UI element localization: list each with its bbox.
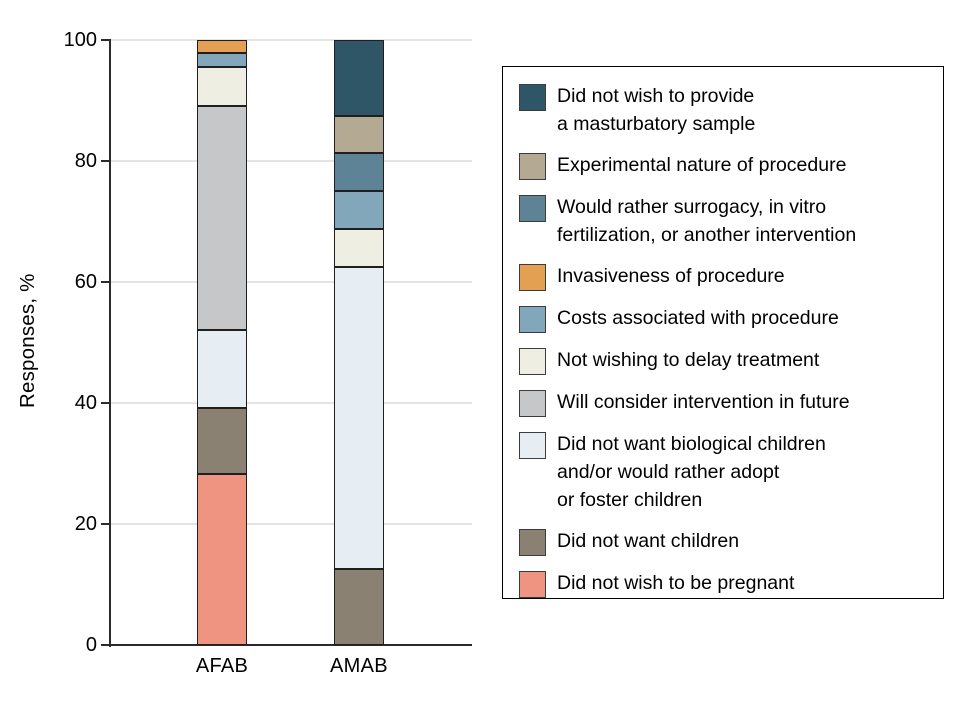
legend-swatch [519, 390, 546, 417]
legend-label-line: fertilization, or another intervention [557, 224, 857, 246]
legend-item: Not wishing to delay treatment [519, 346, 943, 375]
y-tick-label: 100 [63, 29, 97, 51]
legend-label: Did not wish to provide a masturbatory sa… [557, 82, 755, 138]
legend-label-line: Did not want biological children [557, 433, 826, 455]
legend-label: Invasiveness of procedure [557, 262, 785, 290]
legend: Did not wish to provide a masturbatory sa… [502, 66, 944, 599]
legend-label: Will consider intervention in future [557, 388, 850, 416]
y-tick [101, 644, 109, 646]
bar-segment [334, 229, 384, 267]
legend-item: Would rather surrogacy, in vitro fertiliz… [519, 193, 943, 249]
legend-swatch [519, 195, 546, 222]
legend-label-line: a masturbatory sample [557, 113, 756, 135]
legend-label-line: Experimental nature of procedure [557, 154, 847, 176]
legend-swatch [519, 153, 546, 180]
legend-label-line: and/or would rather adopt [557, 461, 780, 483]
legend-label-line: Did not want children [557, 530, 740, 552]
y-axis-line [109, 39, 111, 647]
plot-area: 0 20 40 60 80 100 AFAB AMAB [64, 29, 472, 677]
legend-item: Experimental nature of procedure [519, 151, 943, 180]
bar-segment [334, 116, 384, 153]
legend-label: Would rather surrogacy, in vitro fertiliz… [557, 193, 856, 249]
bar-segment [334, 153, 384, 191]
bar-segment [334, 40, 384, 116]
bar-amab [334, 40, 384, 645]
legend-label-line: Did not wish to provide [557, 85, 755, 107]
legend-label: Did not want biological children and/or w… [557, 430, 826, 514]
bar-afab [197, 40, 247, 645]
legend-label-line: Will consider intervention in future [557, 391, 850, 413]
legend-swatch [519, 306, 546, 333]
legend-label-line: Not wishing to delay treatment [557, 349, 820, 371]
bar-segment [334, 569, 384, 645]
gridline [111, 39, 472, 41]
bar-segment [197, 67, 247, 106]
gridline [111, 523, 472, 525]
y-tick-label: 20 [74, 513, 97, 535]
legend-swatch [519, 432, 546, 459]
legend-label-line: Costs associated with procedure [557, 307, 839, 329]
x-axis-line [109, 644, 472, 647]
y-tick [101, 281, 109, 283]
legend-item: Did not want children [519, 527, 943, 556]
bar-segment [197, 330, 247, 408]
y-tick-label: 0 [85, 634, 97, 656]
legend-item: Invasiveness of procedure [519, 262, 943, 291]
legend-label-line: Would rather surrogacy, in vitro [557, 196, 827, 218]
legend-swatch [519, 264, 546, 291]
legend-swatch [519, 348, 546, 375]
legend-swatch [519, 571, 546, 598]
legend-label: Did not want children [557, 527, 739, 555]
gridline [111, 160, 472, 162]
legend-label-line: or foster children [557, 489, 703, 511]
legend-swatch [519, 529, 546, 556]
legend-label: Costs associated with procedure [557, 304, 839, 332]
legend-swatch [519, 84, 546, 111]
bar-segment [197, 106, 247, 330]
gridline [111, 281, 472, 283]
y-tick [101, 160, 109, 162]
x-tick-label: AMAB [330, 655, 388, 677]
legend-label: Not wishing to delay treatment [557, 346, 819, 374]
legend-item: Did not want biological children and/or w… [519, 430, 943, 514]
x-tick-label: AFAB [195, 655, 249, 677]
bar-segment [197, 408, 247, 474]
y-tick-label: 80 [74, 150, 97, 172]
legend-item: Will consider intervention in future [519, 388, 943, 417]
y-tick [101, 39, 109, 41]
legend-item: Costs associated with procedure [519, 304, 943, 333]
y-tick-label: 40 [74, 392, 97, 414]
legend-item: Did not wish to provide a masturbatory sa… [519, 82, 943, 138]
y-tick [101, 402, 109, 404]
bar-segment [334, 191, 384, 229]
bar-segment [334, 267, 384, 569]
bar-segment [197, 40, 247, 53]
y-tick-label: 60 [74, 271, 97, 293]
y-axis-label: Responses, % [16, 273, 39, 408]
bar-segment [197, 53, 247, 67]
legend-label-line: Did not wish to be pregnant [557, 572, 795, 594]
legend-label: Did not wish to be pregnant [557, 569, 794, 597]
legend-item: Did not wish to be pregnant [519, 569, 943, 598]
y-tick [101, 523, 109, 525]
legend-label: Experimental nature of procedure [557, 151, 846, 179]
gridline [111, 402, 472, 404]
bar-segment [197, 474, 247, 645]
legend-label-line: Invasiveness of procedure [557, 265, 785, 287]
